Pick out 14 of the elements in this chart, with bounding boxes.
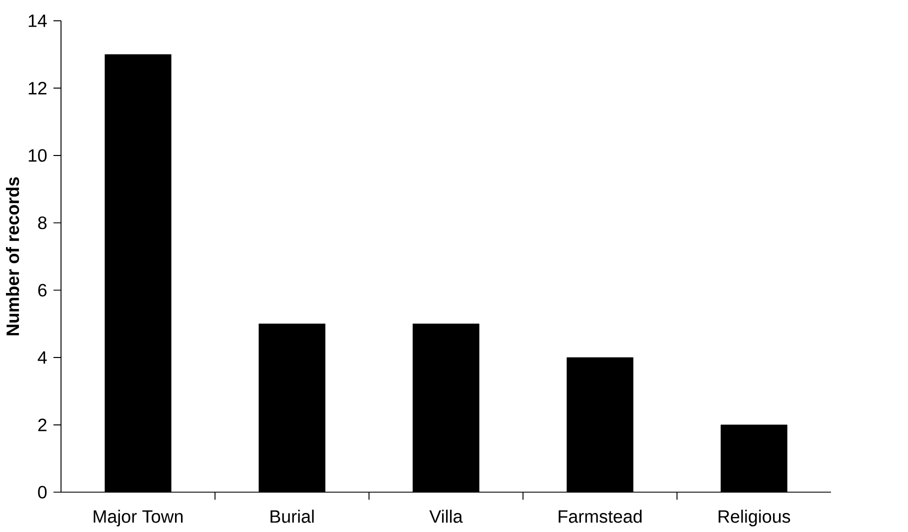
- x-tick-label: Religious: [718, 510, 790, 526]
- x-tick-label: Villa: [429, 510, 463, 523]
- y-tick-label: 8: [38, 216, 47, 229]
- y-tick-label: 2: [38, 418, 46, 431]
- y-tick-label: 4: [38, 351, 47, 364]
- y-tick-label: 0: [38, 486, 47, 498]
- y-tick-label: 12: [28, 82, 46, 94]
- x-tick-label: Burial: [270, 510, 314, 523]
- y-axis-title: Number of records: [6, 177, 20, 336]
- x-tick-label: Farmstead: [558, 510, 642, 523]
- y-tick-label: 6: [38, 284, 47, 296]
- y-tick-label: 10: [28, 148, 47, 162]
- x-tick-label: Major Town: [94, 510, 183, 526]
- y-tick-label: 14: [28, 14, 47, 27]
